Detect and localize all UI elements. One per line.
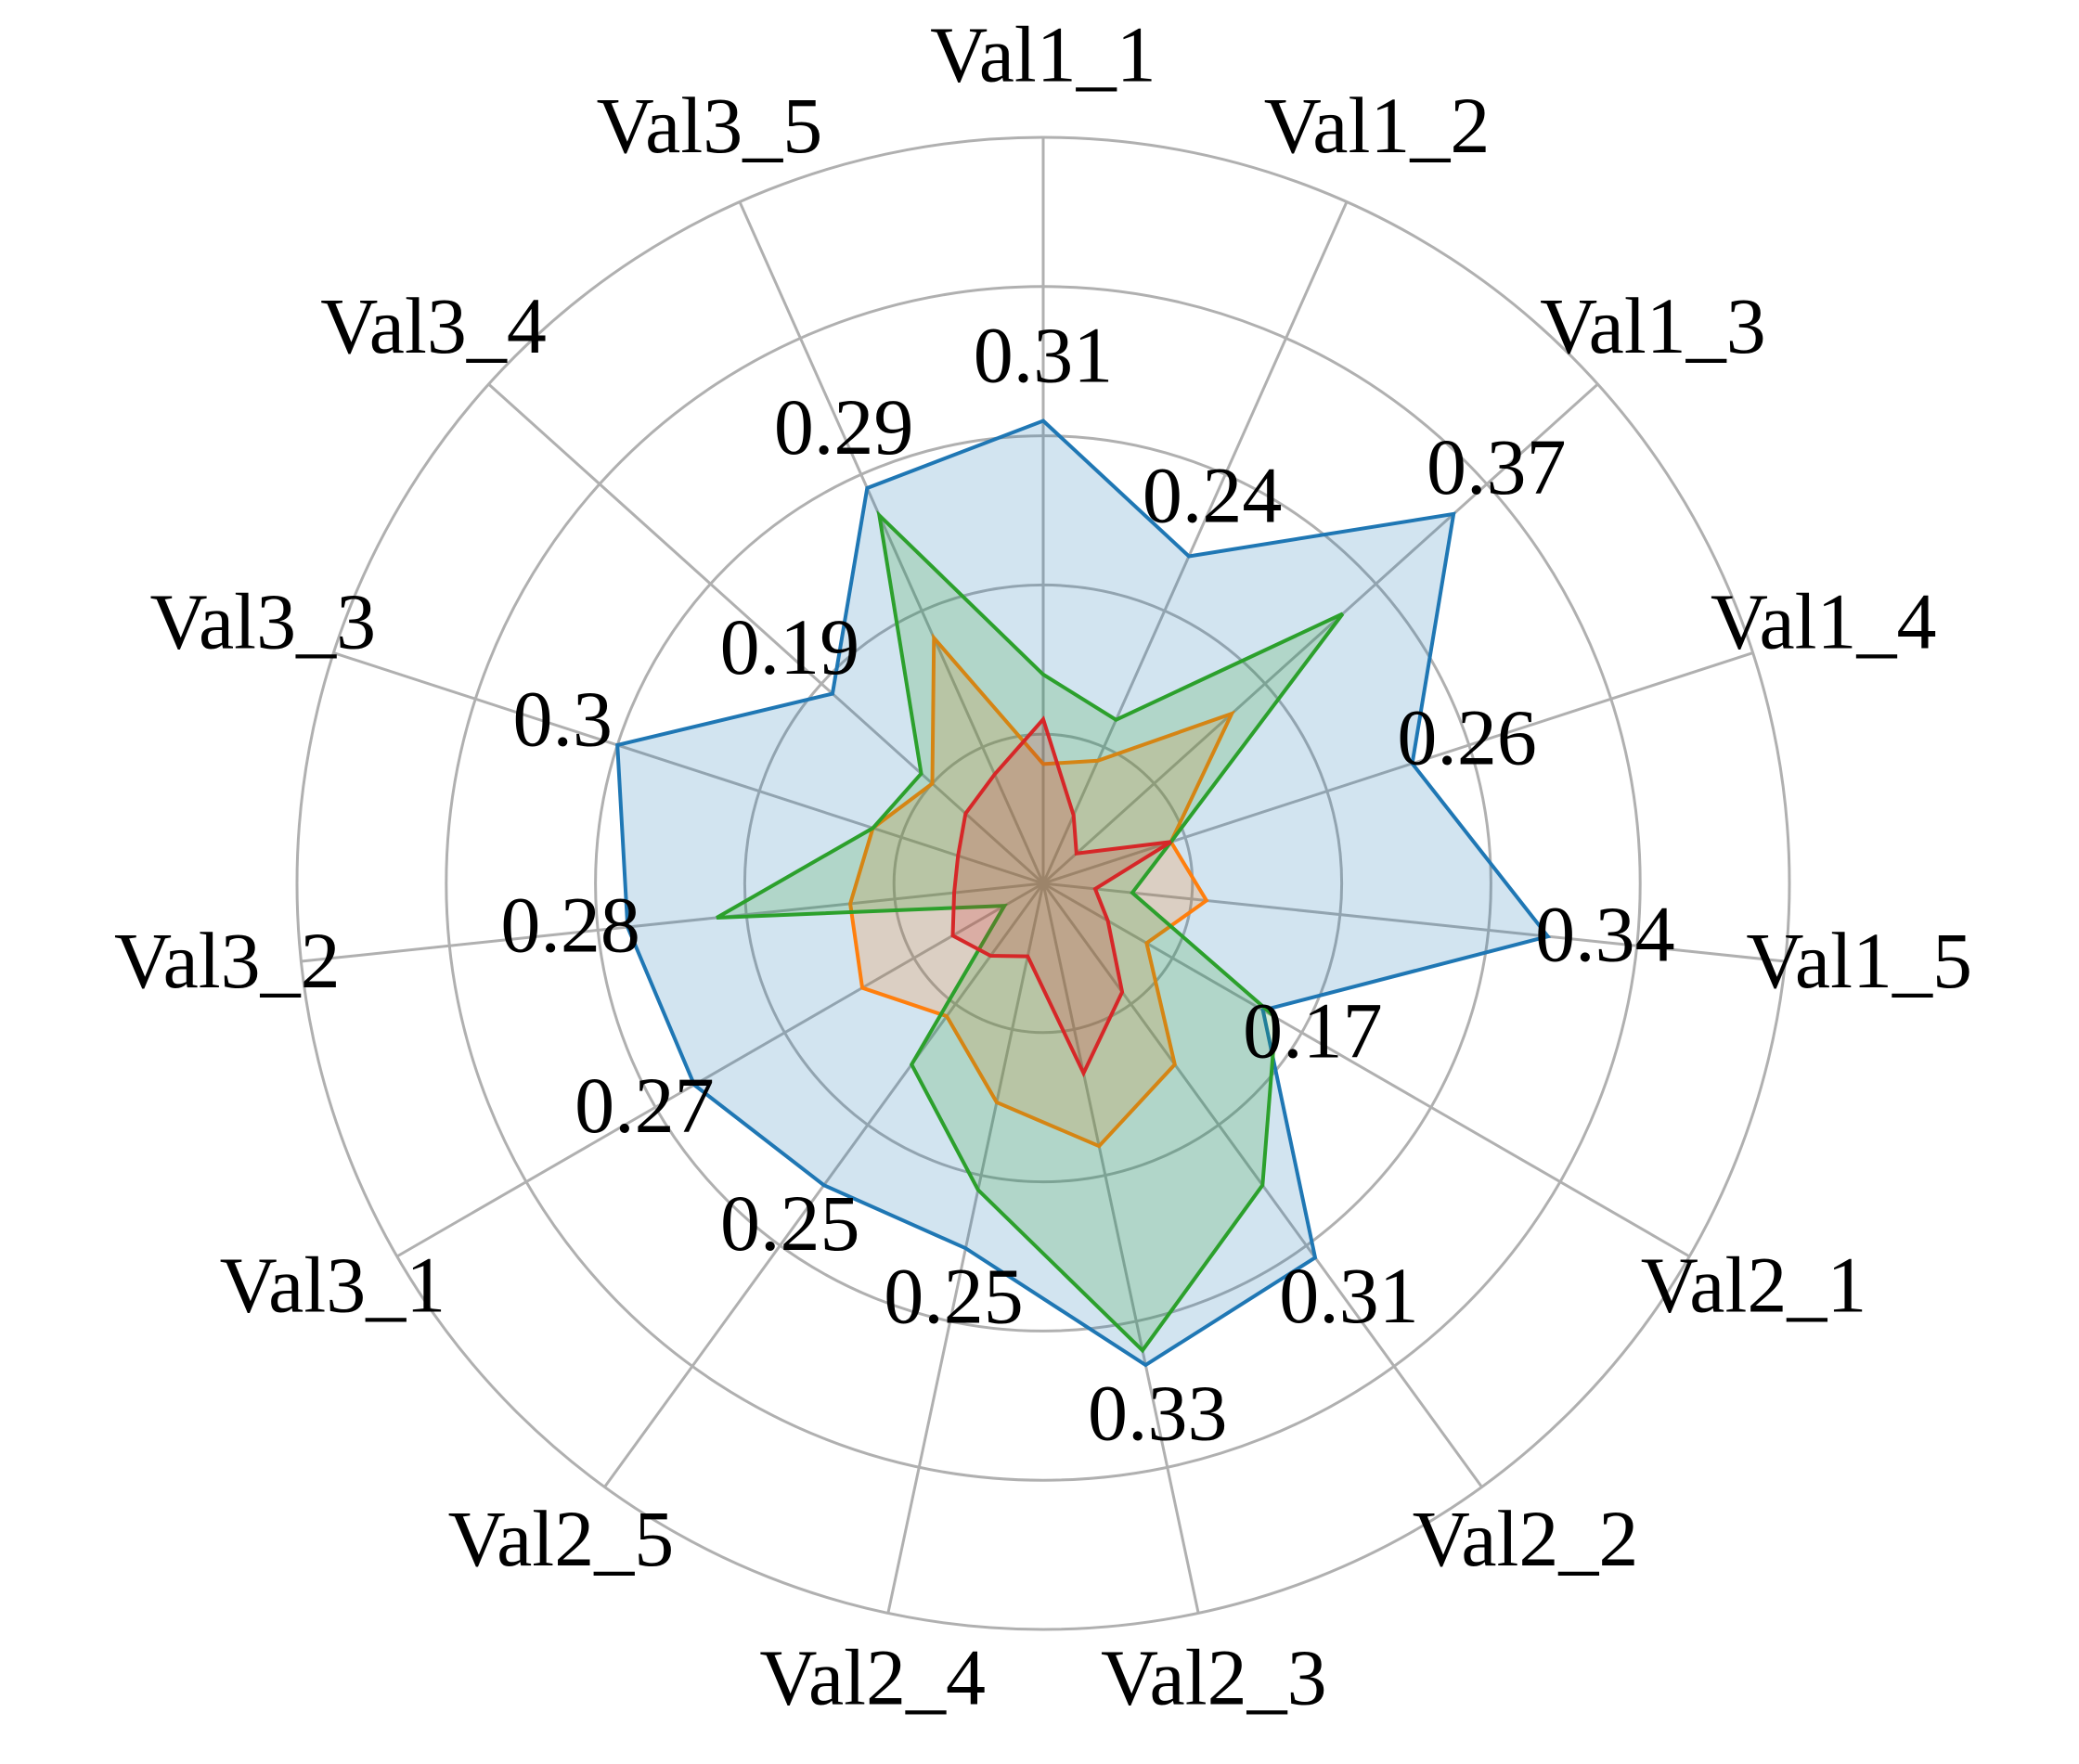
category-label: Val3_2 [114, 916, 341, 1005]
category-label: Val1_4 [1711, 577, 1937, 666]
value-label: 0.26 [1397, 692, 1537, 781]
value-label: 0.31 [1279, 1251, 1419, 1340]
category-label: Val3_4 [320, 281, 547, 370]
category-label: Val1_2 [1264, 81, 1491, 170]
category-label: Val2_2 [1413, 1494, 1639, 1583]
value-label: 0.34 [1535, 889, 1675, 978]
value-label: 0.27 [575, 1061, 715, 1150]
value-label: 0.24 [1143, 451, 1283, 540]
category-label: Val2_5 [448, 1494, 675, 1583]
category-label: Val3_3 [149, 577, 376, 666]
spoke [1042, 651, 1754, 885]
spoke [1042, 882, 1786, 963]
category-label: Val1_1 [930, 10, 1156, 99]
value-label: 0.31 [974, 310, 1114, 399]
category-label: Val2_3 [1101, 1632, 1327, 1721]
category-label: Val2_1 [1641, 1241, 1867, 1330]
series-area [848, 633, 1236, 1149]
series-area [615, 418, 1552, 1368]
value-label: 0.37 [1427, 422, 1567, 511]
value-label: 0.25 [720, 1178, 860, 1268]
value-label: 0.19 [720, 602, 860, 691]
series-area [950, 715, 1172, 1078]
value-label: 0.25 [884, 1252, 1024, 1341]
category-label: Val2_4 [759, 1632, 986, 1721]
category-label: Val1_5 [1746, 916, 1972, 1005]
spoke [738, 200, 1045, 884]
value-label: 0.33 [1088, 1368, 1228, 1457]
value-label: 0.17 [1243, 985, 1383, 1075]
category-label: Val3_5 [597, 81, 823, 170]
spoke [487, 382, 1045, 885]
value-label: 0.3 [512, 675, 613, 764]
spoke [1042, 882, 1691, 1258]
spoke [332, 651, 1044, 885]
spoke [1041, 882, 1200, 1614]
spoke [301, 882, 1044, 963]
spoke [395, 882, 1044, 1258]
spoke [1041, 382, 1599, 885]
series-area [716, 509, 1345, 1354]
value-label: 0.29 [774, 382, 914, 471]
category-label: Val1_3 [1540, 281, 1766, 370]
value-label: 0.28 [500, 880, 640, 969]
spoke [1041, 200, 1349, 884]
category-label: Val3_1 [220, 1241, 446, 1330]
